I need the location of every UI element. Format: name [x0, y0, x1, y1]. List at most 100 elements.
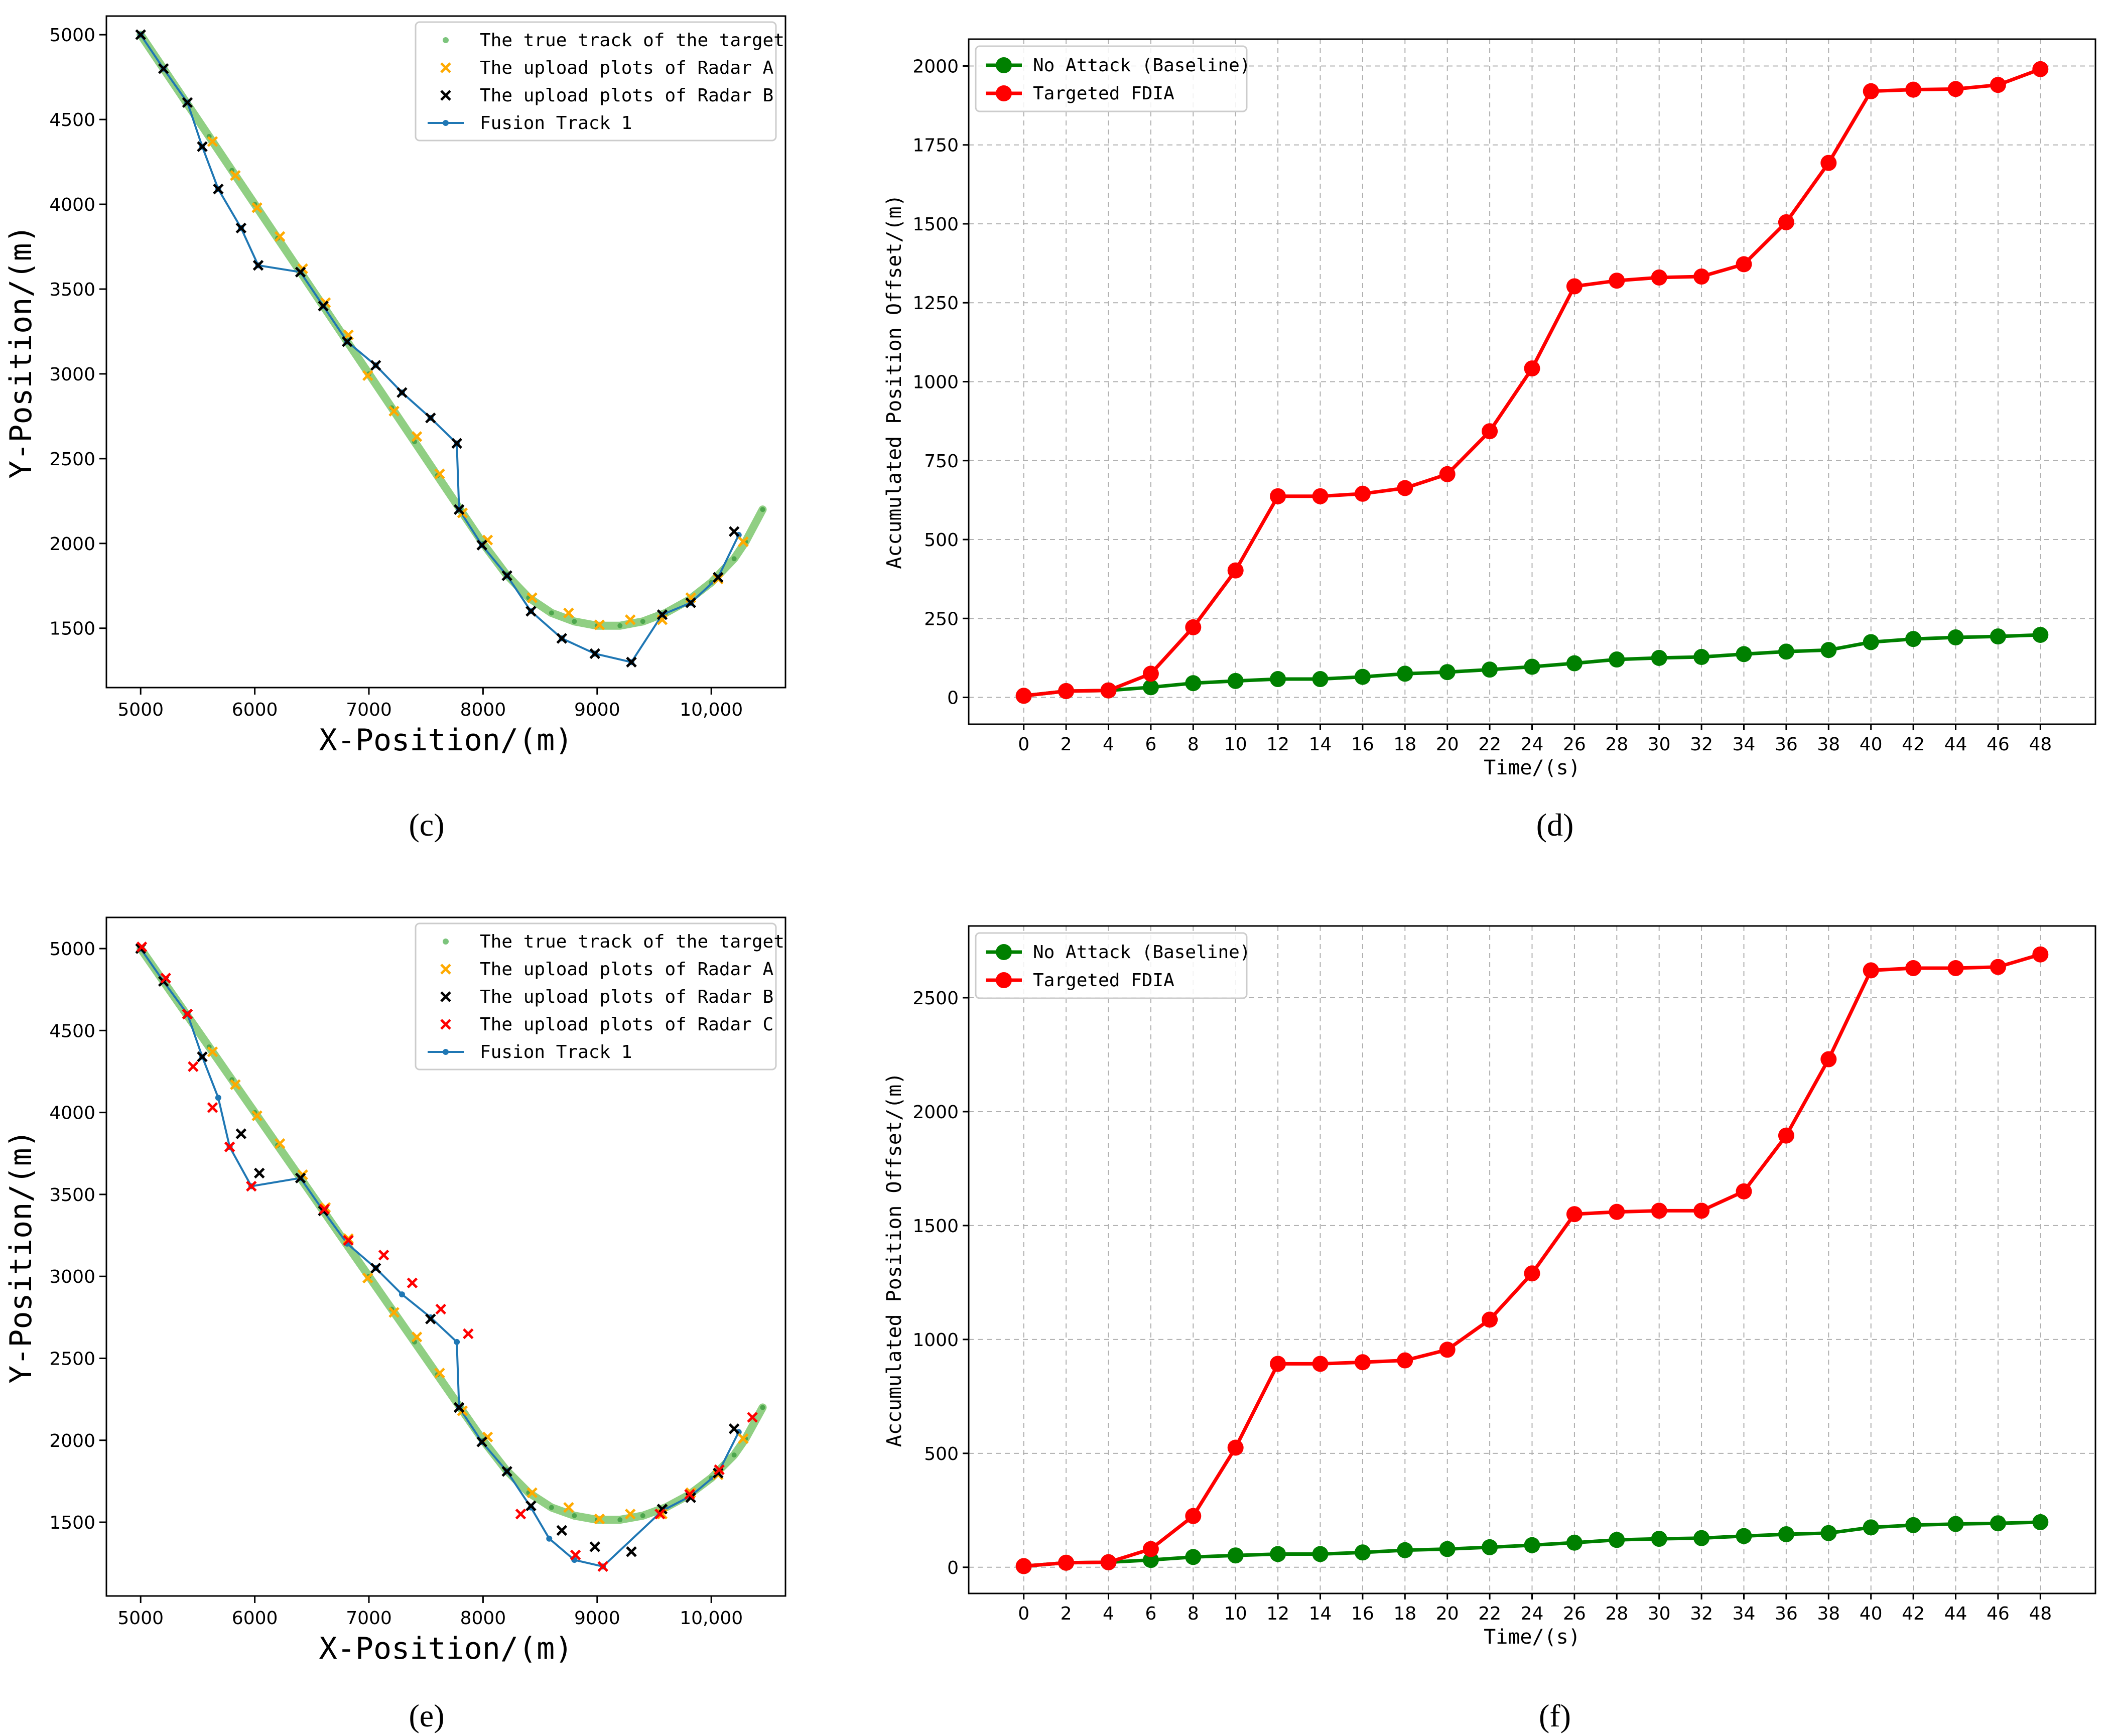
series-point-0 — [1227, 673, 1244, 689]
y-tick-label: 2000 — [912, 1102, 959, 1123]
x-tick-label: 0 — [1018, 734, 1029, 755]
x-tick-label: 4 — [1103, 1604, 1114, 1624]
legend-marker-0 — [996, 944, 1012, 960]
x-tick-label: 7000 — [346, 1608, 392, 1629]
chart-f: 0 2 4 6 8 10 12 14 16 18 20 22 24 26 28 30 32 34 36 38 40 42 4… — [883, 925, 2096, 1733]
series-point-1 — [1270, 1356, 1286, 1372]
fusion-track-point — [399, 1291, 405, 1298]
legend-marker-1 — [996, 85, 1012, 101]
true-track-point — [572, 1513, 577, 1518]
series-point-1 — [1142, 1541, 1159, 1557]
radar-a-plot — [526, 1487, 538, 1499]
plot-frame — [105, 916, 786, 1597]
radar-c-plot — [188, 1061, 199, 1072]
x-tick-label: 7000 — [346, 700, 392, 720]
x-tick-label: 6 — [1145, 734, 1156, 755]
x-tick-label: 12 — [1266, 734, 1289, 755]
series-point-0 — [1354, 669, 1371, 685]
y-tick-label: 4500 — [49, 110, 95, 130]
y-tick-label: 500 — [924, 530, 959, 551]
y-tick-label: 3000 — [49, 364, 95, 385]
radar-a-plot — [738, 1433, 749, 1444]
series-point-0 — [1820, 642, 1837, 658]
x-tick-label: 22 — [1478, 1604, 1501, 1624]
y-tick-label: 1750 — [912, 136, 959, 156]
radar-a-plot — [411, 1331, 423, 1343]
series-point-1 — [1100, 682, 1117, 699]
series-point-1 — [1439, 466, 1456, 482]
legend-label: The upload plots of Radar A — [480, 58, 774, 78]
y-tick-label: 2500 — [49, 1349, 95, 1369]
radar-c-plot — [246, 1180, 257, 1192]
radar-b-plot — [342, 336, 353, 347]
series-point-1 — [1736, 256, 1752, 273]
radar-b-plot — [556, 1525, 568, 1536]
x-tick-label: 28 — [1605, 1604, 1628, 1624]
radar-b-plot — [425, 1313, 436, 1324]
radar-b-plot — [197, 1051, 208, 1062]
radar-c-plot — [435, 1303, 447, 1315]
series-point-0 — [1947, 1516, 1964, 1532]
radar-a-plot — [434, 1368, 445, 1379]
x-tick-label: 32 — [1690, 734, 1713, 755]
x-axis-label: X-Position/(m) — [319, 1631, 573, 1666]
series-point-1 — [1354, 485, 1371, 502]
radar-b-plot — [370, 1263, 381, 1274]
radar-a-plot — [563, 607, 574, 619]
radar-a-plot — [738, 536, 749, 548]
x-tick-label: 9000 — [574, 1608, 620, 1629]
series-point-1 — [1058, 683, 1075, 699]
series-point-1 — [1990, 959, 2006, 975]
series-point-0 — [1270, 671, 1286, 688]
legend-radar-a-marker — [440, 964, 451, 975]
series-point-0 — [1397, 1542, 1413, 1558]
radar-a-plot — [207, 136, 218, 147]
x-tick-label: 24 — [1521, 734, 1544, 755]
series-point-0 — [1566, 655, 1583, 672]
y-tick-label: 5000 — [49, 25, 95, 46]
radar-b-plot — [453, 1402, 465, 1413]
series-point-0 — [1736, 1528, 1752, 1544]
x-tick-label: 46 — [1987, 1604, 2010, 1624]
x-tick-label: 9000 — [574, 700, 620, 720]
chart-d: 0 2 4 6 8 10 12 14 16 18 20 22 24 26 28 30 32 34 36 38 40 42 4… — [883, 38, 2096, 843]
x-tick-label: 44 — [1944, 734, 1967, 755]
x-tick-label: 6 — [1145, 1604, 1156, 1624]
series-point-1 — [1312, 1356, 1329, 1372]
series-point-1 — [1015, 688, 1032, 704]
radar-b-plot — [589, 1541, 601, 1552]
x-tick-label: 30 — [1648, 1604, 1671, 1624]
x-tick-label: 26 — [1563, 734, 1586, 755]
series-point-0 — [1905, 1517, 1922, 1533]
y-tick-label: 2000 — [49, 1431, 95, 1451]
series-point-1 — [1609, 273, 1625, 289]
radar-c-plot — [515, 1508, 526, 1520]
radar-b-plot — [626, 1546, 637, 1557]
x-tick-label: 16 — [1351, 734, 1374, 755]
series-point-0 — [1524, 658, 1540, 675]
series-point-1 — [1566, 278, 1583, 295]
series-point-0 — [1524, 1537, 1540, 1553]
x-tick-label: 46 — [1987, 734, 2010, 755]
radar-c-plot — [207, 1102, 218, 1113]
series-point-0 — [1566, 1534, 1583, 1551]
y-tick-label: 3500 — [49, 280, 95, 300]
radar-b-plot — [501, 1466, 512, 1477]
series-point-0 — [1439, 1541, 1456, 1557]
legend-label: Targeted FDIA — [1033, 970, 1174, 991]
series-point-0 — [1736, 646, 1752, 662]
radar-b-plot — [235, 222, 247, 234]
radar-a-plot — [388, 406, 400, 417]
legend-fusion-marker — [443, 1049, 449, 1055]
y-tick-label: 2500 — [49, 449, 95, 470]
legend-radar-b-marker — [440, 991, 451, 1002]
legend-label: The upload plots of Radar C — [480, 1014, 773, 1035]
x-tick-label: 8 — [1188, 734, 1199, 755]
radar-b-plot — [589, 648, 601, 659]
y-tick-label: 4000 — [49, 195, 95, 215]
radar-c-plot — [160, 973, 172, 984]
series-point-1 — [1863, 962, 1879, 979]
radar-a-plot — [624, 614, 636, 625]
radar-c-plot — [136, 942, 148, 953]
chart-e: 5000 6000 7000 8000 9000 10,000 1500 2000 2500 30… — [4, 916, 786, 1733]
